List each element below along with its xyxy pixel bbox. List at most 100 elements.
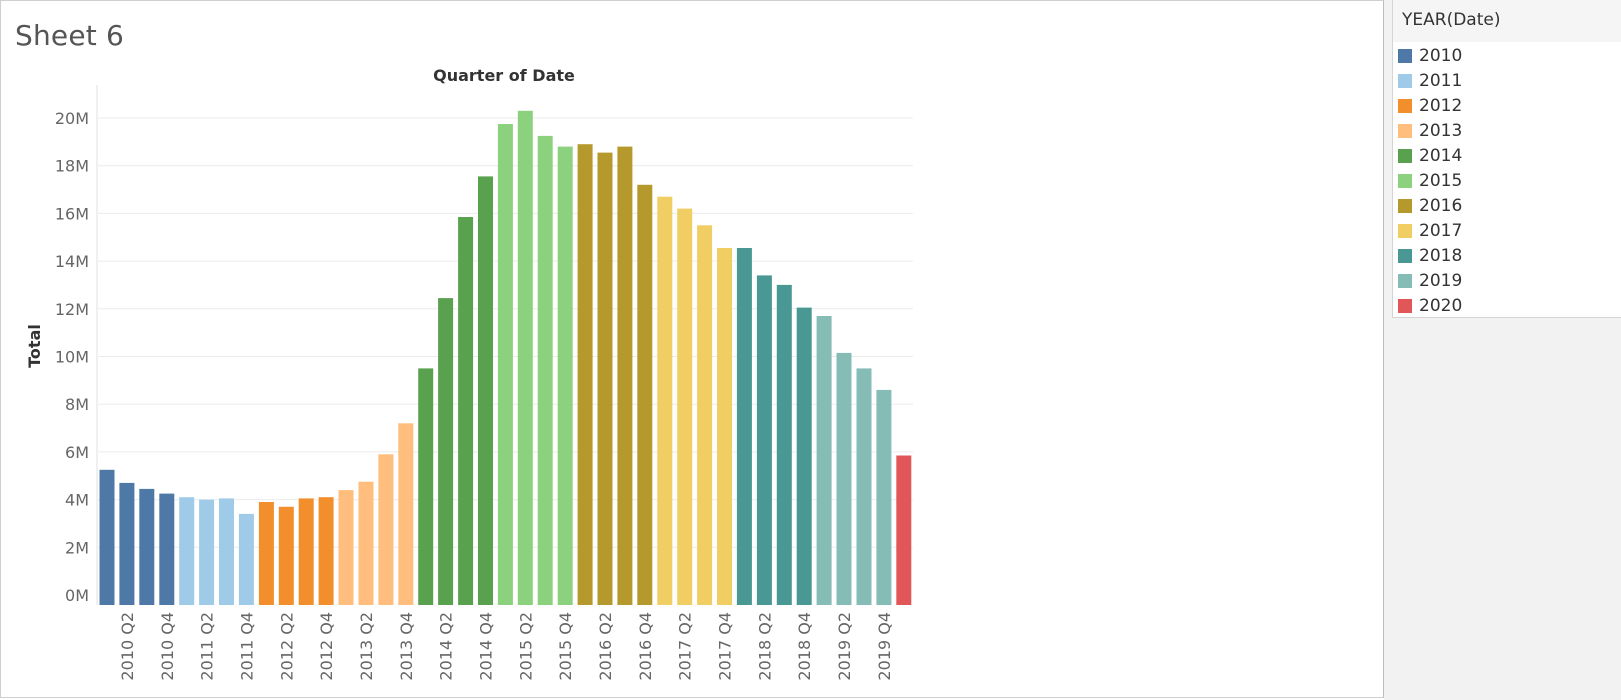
bar-2012-Q2[interactable] [278,506,294,605]
legend-item-2020[interactable]: 2020 [1398,295,1462,317]
sheet-title: Sheet 6 [15,19,125,52]
legend-label: 2016 [1419,196,1463,216]
bars [99,110,912,606]
y-axis: 0M 2M 4M 6M 8M 10M 12M 14M 16M 18M 20M [55,109,89,605]
legend-item-2011[interactable]: 2011 [1398,70,1462,92]
bar-2011-Q1[interactable] [179,497,195,605]
bar-2014-Q4[interactable] [478,176,493,605]
legend-item-2015[interactable]: 2015 [1398,170,1462,192]
bar-2014-Q3[interactable] [458,217,474,605]
bar-2017-Q2[interactable] [677,208,693,605]
legend-item-2019[interactable]: 2019 [1398,270,1462,292]
chart-title: Quarter of Date [433,66,575,85]
bar-2012-Q4[interactable] [318,497,334,605]
legend-label: 2012 [1419,96,1463,116]
legend-item-2012[interactable]: 2012 [1398,95,1462,117]
bar-2017-Q1[interactable] [657,196,673,605]
legend-swatch [1398,224,1412,238]
bar-2019-Q1[interactable] [816,316,832,605]
legend-swatch [1398,49,1412,63]
bar-2012-Q1[interactable] [258,502,274,605]
y-tick-label: 2M [65,538,89,557]
legend-swatch [1398,124,1412,138]
x-tick-label: 2015 Q2 [516,612,535,681]
bar-2011-Q2[interactable] [199,499,215,605]
x-tick-label: 2014 Q4 [477,612,496,681]
y-tick-label: 8M [65,395,89,414]
bar-2013-Q2[interactable] [358,481,374,605]
bar-2010-Q4[interactable] [159,493,175,605]
legend-item-2014[interactable]: 2014 [1398,145,1462,167]
bar-2018-Q2[interactable] [756,275,772,605]
legend-item-2017[interactable]: 2017 [1398,220,1462,242]
legend-label: 2018 [1419,246,1463,266]
x-tick-label: 2017 Q4 [716,612,735,681]
bar-2010-Q2[interactable] [119,482,135,605]
bar-2011-Q3[interactable] [219,498,234,605]
bar-2015-Q1[interactable] [497,124,513,605]
legend-label: 2014 [1419,146,1463,166]
bar-2013-Q3[interactable] [378,454,394,605]
legend-item-2013[interactable]: 2013 [1398,120,1462,142]
x-tick-label: 2014 Q2 [437,612,456,681]
legend-label: 2015 [1419,171,1463,191]
bar-2015-Q2[interactable] [517,110,533,606]
bar-2017-Q3[interactable] [697,225,713,606]
legend-label: 2017 [1419,221,1463,241]
bar-2012-Q3[interactable] [298,498,314,605]
bar-2018-Q1[interactable] [736,248,752,605]
y-tick-label: 12M [55,300,89,319]
bar-2015-Q3[interactable] [537,135,553,605]
y-axis-title: Total [25,324,44,368]
legend-swatch [1398,249,1412,263]
bar-2018-Q3[interactable] [776,284,792,605]
bar-2015-Q4[interactable] [557,146,573,605]
x-tick-label: 2012 Q2 [277,612,296,681]
y-tick-label: 10M [55,348,89,367]
bar-2011-Q4[interactable] [238,513,254,605]
bar-2019-Q4[interactable] [876,389,892,605]
y-tick-label: 6M [65,443,89,462]
bar-2013-Q1[interactable] [338,490,354,605]
bar-2019-Q3[interactable] [856,368,872,605]
y-tick-label: 14M [55,252,89,271]
legend-item-2016[interactable]: 2016 [1398,195,1462,217]
x-tick-label: 2010 Q2 [118,612,137,681]
right-panel: YEAR(Date) 2010 2011 2012 2013 2014 2015 2016 2… [1384,0,1621,700]
bar-2016-Q1[interactable] [577,144,593,605]
legend-swatch [1398,274,1412,288]
bar-2014-Q2[interactable] [438,298,454,605]
legend-item-2018[interactable]: 2018 [1398,245,1462,267]
bar-2017-Q4[interactable] [717,248,732,605]
legend-swatch [1398,174,1412,188]
bar-2013-Q4[interactable] [398,423,414,605]
legend-label: 2013 [1419,121,1463,141]
color-legend[interactable]: YEAR(Date) 2010 2011 2012 2013 2014 2015 2016 2… [1392,0,1621,318]
bar-2016-Q3[interactable] [617,146,633,605]
legend-label: 2011 [1419,71,1463,91]
x-tick-label: 2011 Q4 [237,612,256,681]
bar-2020-Q1[interactable] [896,455,912,606]
bar-2019-Q2[interactable] [836,352,852,605]
bar-2010-Q1[interactable] [99,469,115,605]
x-tick-label: 2013 Q4 [397,612,416,681]
bar-2018-Q4[interactable] [796,307,812,605]
legend-item-2010[interactable]: 2010 [1398,45,1462,67]
x-tick-label: 2019 Q2 [835,612,854,681]
y-tick-label: 20M [55,109,89,128]
legend-swatch [1398,299,1412,313]
x-axis: 2010 Q2 2010 Q4 2011 Q2 2011 Q4 2012 Q2 2012 … [118,612,894,681]
x-tick-label: 2013 Q2 [357,612,376,681]
legend-title: YEAR(Date) [1393,0,1621,42]
legend-label: 2019 [1419,271,1463,291]
legend-swatch [1398,149,1412,163]
bar-2010-Q3[interactable] [139,488,155,605]
x-tick-label: 2011 Q2 [198,612,217,681]
bar-2014-Q1[interactable] [418,368,434,605]
bar-2016-Q4[interactable] [637,184,653,606]
y-tick-label: 18M [55,157,89,176]
legend-swatch [1398,199,1412,213]
x-tick-label: 2012 Q4 [317,612,336,681]
bar-2016-Q2[interactable] [597,152,613,605]
